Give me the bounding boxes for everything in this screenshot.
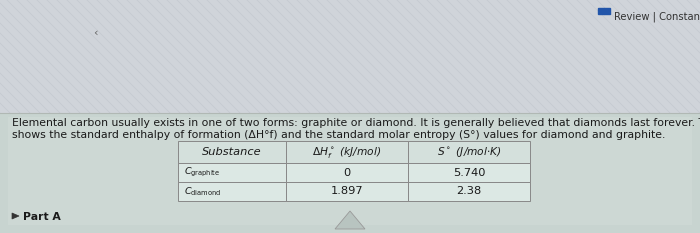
Text: Part A: Part A — [23, 212, 61, 222]
Text: Substance: Substance — [202, 147, 262, 157]
Text: Elemental carbon usually exists in one of two forms: graphite or diamond. It is : Elemental carbon usually exists in one o… — [12, 118, 700, 128]
Text: 0: 0 — [344, 168, 351, 178]
Text: $S^\circ$ (J/mol$\cdot$K): $S^\circ$ (J/mol$\cdot$K) — [437, 145, 501, 159]
Bar — [408, 182, 530, 201]
Text: 5.740: 5.740 — [453, 168, 485, 178]
Bar — [178, 163, 286, 182]
Bar — [408, 163, 530, 182]
Text: 2.38: 2.38 — [456, 186, 482, 196]
Bar — [408, 141, 530, 163]
Text: $\Delta H_f^\circ$ (kJ/mol): $\Delta H_f^\circ$ (kJ/mol) — [312, 144, 382, 160]
Bar — [0, 0, 700, 115]
Bar — [286, 163, 408, 182]
Bar — [178, 182, 286, 201]
Bar — [286, 141, 408, 163]
Text: ‹: ‹ — [92, 28, 97, 38]
Bar — [178, 141, 286, 163]
Bar — [286, 182, 408, 201]
Text: $C_{\mathsf{diamond}}$: $C_{\mathsf{diamond}}$ — [184, 185, 221, 198]
Bar — [8, 117, 692, 225]
Polygon shape — [12, 213, 19, 219]
Text: $C_{\mathsf{graphite}}$: $C_{\mathsf{graphite}}$ — [184, 166, 220, 179]
Text: Review | Constants | Periodic Table: Review | Constants | Periodic Table — [614, 12, 700, 23]
Text: 1.897: 1.897 — [330, 186, 363, 196]
Polygon shape — [335, 211, 365, 229]
Bar — [0, 113, 700, 233]
Text: shows the standard enthalpy of formation (ΔH°f) and the standard molar entropy (: shows the standard enthalpy of formation… — [12, 130, 666, 140]
